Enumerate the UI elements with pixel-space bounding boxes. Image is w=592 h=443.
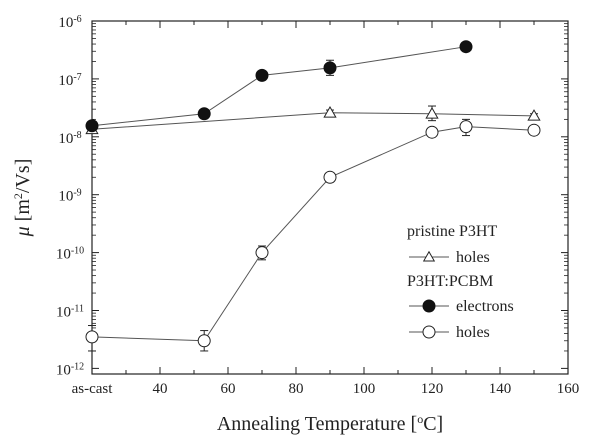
legend-group-title-blend: P3HT:PCBM <box>407 273 493 290</box>
series-layer <box>85 40 541 352</box>
data-point <box>323 61 337 75</box>
data-point <box>459 40 473 54</box>
legend-group-title-pristine: pristine P3HT <box>407 223 497 240</box>
y-tick-label: 10-11 <box>56 303 84 321</box>
legend: pristine P3HT P3HT:PCBM holeselectronsho… <box>407 223 514 341</box>
x-tick-label: 140 <box>489 381 512 397</box>
series-line <box>91 112 535 130</box>
y-tick-label: 10-7 <box>58 71 81 89</box>
data-point <box>255 68 269 82</box>
data-point <box>527 109 541 121</box>
y-axis-label-unit: /Vs] <box>12 159 34 193</box>
x-axis-label-degree: o <box>417 412 423 426</box>
data-point <box>323 105 337 118</box>
x-tick-label: 160 <box>557 381 580 397</box>
y-tick-label: 10-10 <box>56 245 84 263</box>
data-point <box>85 119 99 133</box>
legend-entry: holes <box>409 324 490 341</box>
data-point <box>197 107 211 121</box>
legend-marker <box>422 250 436 262</box>
x-tick-label: 40 <box>153 381 168 397</box>
data-point <box>85 330 99 344</box>
data-point <box>323 170 337 184</box>
y-axis-label-symbol: μ <box>12 226 34 237</box>
y-tick-label: 10-9 <box>58 187 81 205</box>
x-axis-label-main: Annealing Temperature [ <box>217 413 417 435</box>
y-tick-labels: 10-12 10-11 10-10 10-9 10-8 10-7 10-6 <box>56 14 84 379</box>
x-axis-label: Annealing Temperature [oC] <box>217 412 443 435</box>
axis-ticks <box>91 20 569 374</box>
x-tick-label: 100 <box>353 381 376 397</box>
y-tick-label: 10-8 <box>58 129 81 147</box>
x-tick-labels: as-cast 40 60 80 100 120 140 160 <box>72 381 580 397</box>
y-axis-label: μ [m2/Vs] <box>11 159 34 238</box>
y-tick-label: 10-12 <box>56 361 84 379</box>
legend-label: holes <box>456 249 490 266</box>
data-point <box>425 106 439 119</box>
legend-entry: electrons <box>409 298 514 315</box>
legend-entry: holes <box>409 249 490 266</box>
legend-marker <box>422 299 436 313</box>
x-axis-label-unit: C] <box>423 413 443 435</box>
data-point <box>459 120 473 134</box>
y-axis-label-main: [m <box>12 199 34 227</box>
legend-entries: holes electrons holes <box>409 249 514 341</box>
legend-label: electrons <box>456 298 514 315</box>
legend-marker <box>422 325 436 339</box>
x-tick-label: 80 <box>289 381 304 397</box>
series-2 <box>85 118 541 352</box>
x-tick-label: as-cast <box>72 381 114 397</box>
legend-label: holes <box>456 324 490 341</box>
data-point <box>197 334 211 348</box>
x-tick-label: 120 <box>421 381 444 397</box>
y-tick-label: 10-6 <box>58 14 81 32</box>
data-point <box>527 123 541 137</box>
data-point <box>425 125 439 139</box>
x-tick-label: 60 <box>221 381 236 397</box>
y-axis-label-exp: 2 <box>11 193 25 199</box>
data-point <box>255 246 269 260</box>
series-1 <box>85 40 473 133</box>
